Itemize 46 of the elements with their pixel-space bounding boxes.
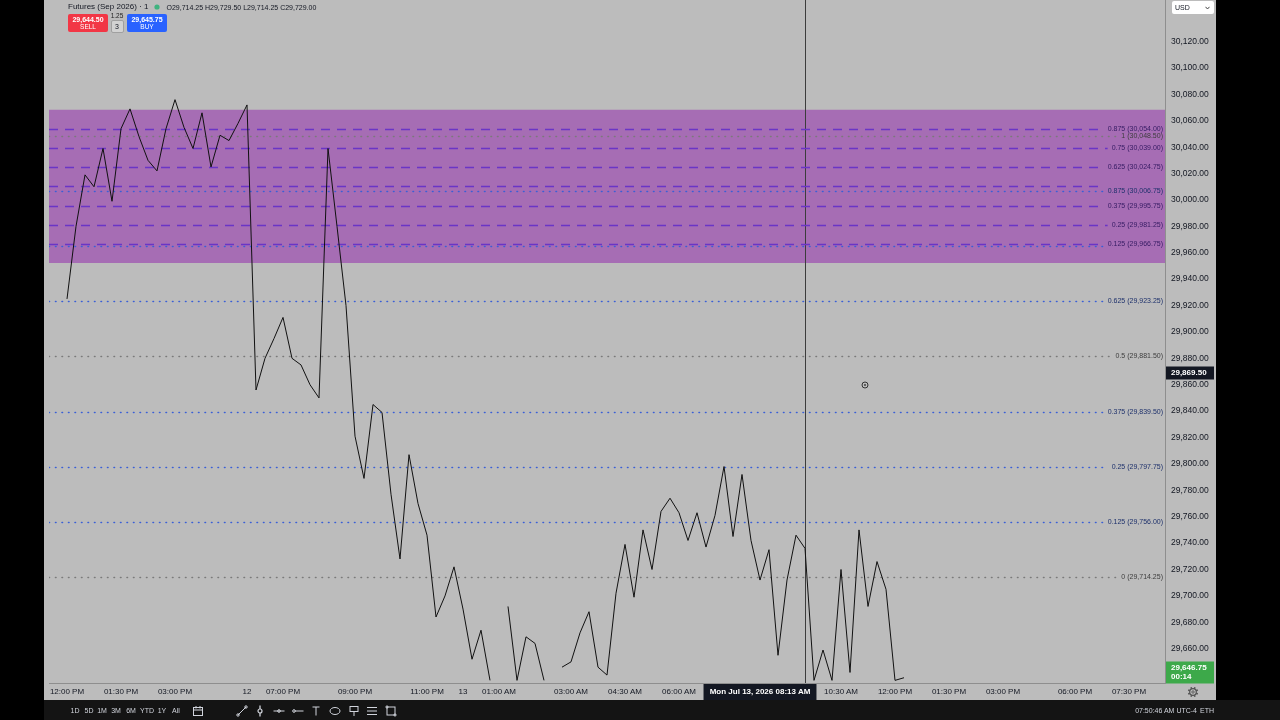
y-tick-label: 29,960.00: [1171, 247, 1210, 258]
y-tick-label: 30,040.00: [1171, 141, 1210, 152]
x-tick-label: 13: [458, 687, 468, 696]
x-tick-label: 03:00 AM: [554, 687, 589, 696]
x-tick-label: 01:30 PM: [931, 687, 967, 696]
x-tick-label: 03:00 PM: [985, 687, 1021, 696]
x-tick-label: 07:00 PM: [265, 687, 301, 696]
x-tick-label: 06:00 PM: [1057, 687, 1093, 696]
y-tick-label: 29,720.00: [1171, 563, 1210, 574]
y-tick-label: 30,060.00: [1171, 115, 1210, 126]
y-tick-label: 29,820.00: [1171, 431, 1210, 442]
x-tick-label: 04:30 AM: [608, 687, 643, 696]
y-tick-label: 30,000.00: [1171, 194, 1210, 205]
x-tick-label: 06:00 AM: [662, 687, 697, 696]
y-tick-label: 29,760.00: [1171, 511, 1210, 522]
y-tick-label: 30,080.00: [1171, 88, 1210, 99]
y-tick-label: 29,800.00: [1171, 458, 1210, 469]
x-tick-label: 03:00 PM: [157, 687, 193, 696]
y-tick-label: 30,020.00: [1171, 167, 1210, 178]
text: Mon Jul 13, 2026 08:13 AM: [709, 687, 811, 697]
x-tick-label: 11:00 PM: [410, 687, 445, 696]
x-tick-label: 07:30 PM: [1111, 687, 1147, 696]
y-tick-label: 29,780.00: [1171, 484, 1210, 495]
x-tick-label: 12: [242, 687, 252, 696]
y-tick-label: 29,980.00: [1171, 220, 1210, 231]
y-tick-label: 30,120.00: [1171, 35, 1210, 46]
x-tick-label: 01:00 AM: [482, 687, 517, 696]
text: 29,869.50: [1171, 368, 1208, 378]
x-tick-label: 10:30 AM: [824, 687, 859, 696]
x-tick-label: 12:00 PM: [877, 687, 913, 696]
y-tick-label: 30,100.00: [1171, 62, 1210, 73]
y-tick-label: 29,660.00: [1171, 643, 1210, 654]
x-tick-label: 01:30 PM: [103, 687, 139, 696]
x-tick-label: 12:00 PM: [49, 687, 85, 696]
y-tick-label: 29,900.00: [1171, 326, 1210, 337]
y-tick-label: 29,880.00: [1171, 352, 1210, 363]
y-tick-label: 29,700.00: [1171, 590, 1210, 601]
y-tick-label: 29,920.00: [1171, 299, 1210, 310]
y-tick-label: 29,840.00: [1171, 405, 1210, 416]
y-tick-label: 29,740.00: [1171, 537, 1210, 548]
text: 29,646.75 00:14: [1171, 663, 1208, 682]
y-tick-label: 29,860.00: [1171, 379, 1210, 390]
y-tick-label: 29,680.00: [1171, 616, 1210, 627]
y-tick-label: 29,940.00: [1171, 273, 1210, 284]
x-tick-label: 09:00 PM: [337, 687, 373, 696]
chart-title: Futures (Sep 2026) · 1: [68, 2, 149, 11]
